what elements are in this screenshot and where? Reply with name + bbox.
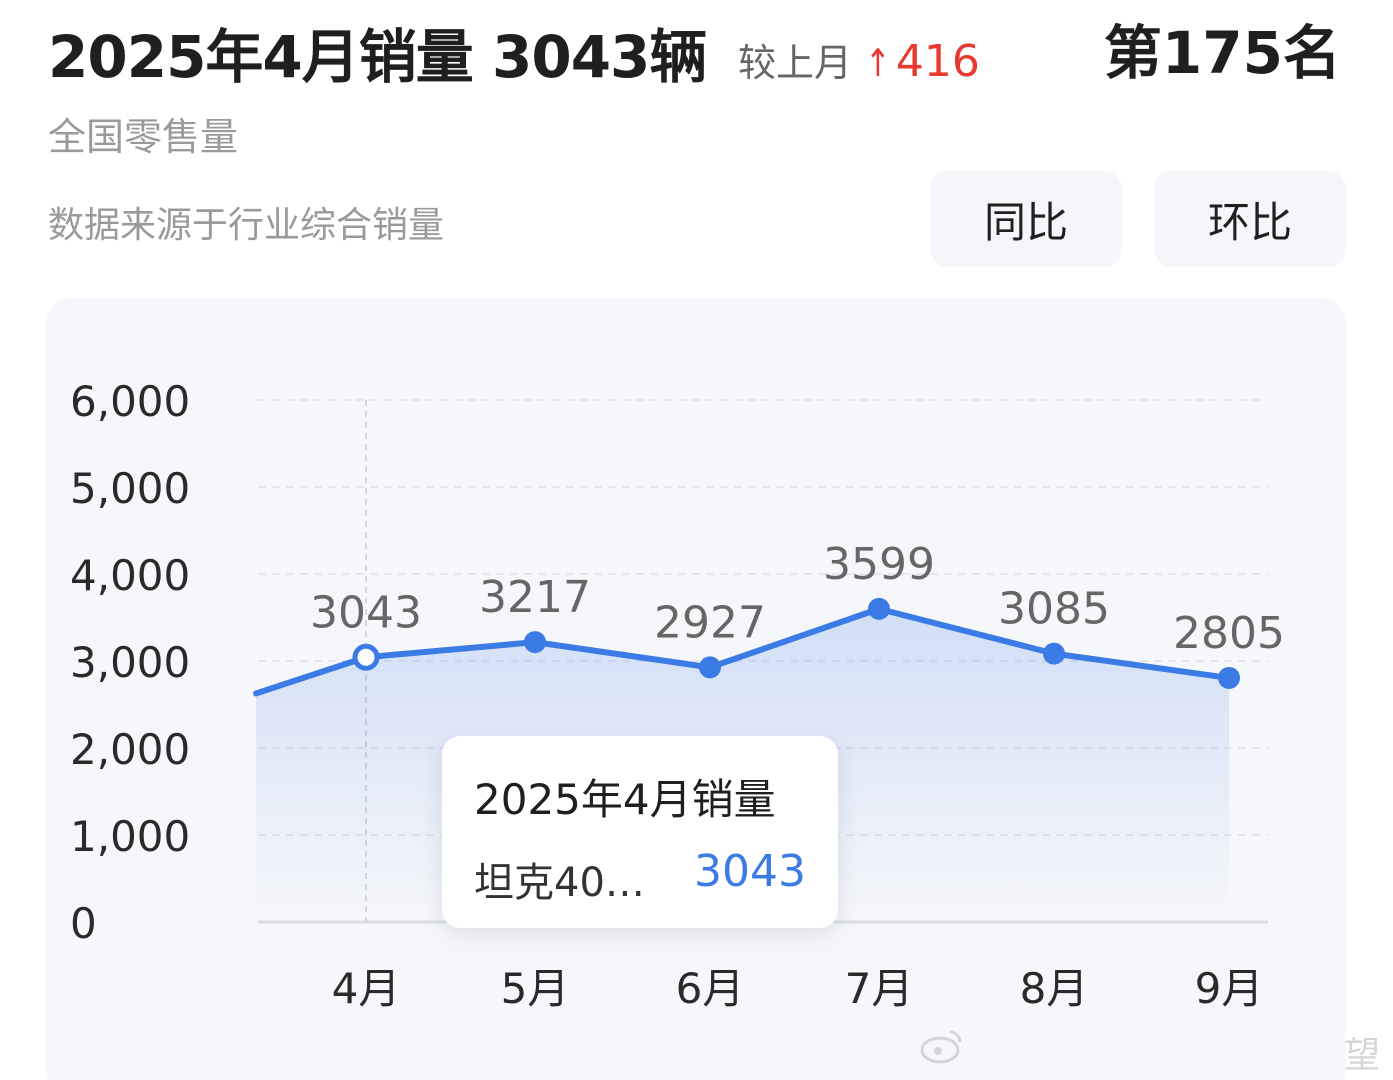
y-tick-label: 0 xyxy=(70,899,97,948)
data-point[interactable] xyxy=(1043,642,1065,665)
data-point[interactable] xyxy=(699,656,721,679)
data-label: 2805 xyxy=(1173,608,1285,659)
compare-delta: 416 xyxy=(895,36,980,87)
y-tick-label: 5,000 xyxy=(70,464,190,513)
watermark-text: 望 xyxy=(1343,1035,1380,1076)
x-tick-label: 6月 xyxy=(676,964,745,1013)
month-over-month-button[interactable]: 环比 xyxy=(1154,171,1346,267)
data-point-selected[interactable] xyxy=(352,643,380,671)
rank-label: 第175名 xyxy=(1103,19,1341,87)
data-label: 3599 xyxy=(823,539,935,590)
y-tick-label: 6,000 xyxy=(70,377,190,426)
x-tick-label: 7月 xyxy=(845,964,914,1013)
data-label: 3085 xyxy=(998,584,1110,635)
x-tick-label: 4月 xyxy=(332,964,401,1013)
data-point[interactable] xyxy=(868,597,890,620)
data-label: 3043 xyxy=(310,587,422,638)
data-point[interactable] xyxy=(1218,666,1240,689)
month-compare: 较上月 ↑ 416 xyxy=(738,32,980,87)
sales-subtitle: 全国零售量 xyxy=(48,115,239,159)
data-label: 2927 xyxy=(654,597,766,648)
y-tick-label: 2,000 xyxy=(70,725,190,774)
sales-title: 2025年4月销量 3043辆 xyxy=(48,23,707,91)
data-source-note: 数据来源于行业综合销量 xyxy=(48,205,445,246)
compare-label: 较上月 xyxy=(738,41,853,85)
weibo-icon xyxy=(920,1030,962,1064)
x-tick-label: 8月 xyxy=(1020,964,1089,1013)
tooltip-value: 3043 xyxy=(694,846,806,897)
data-point[interactable] xyxy=(524,631,546,654)
x-tick-label: 5月 xyxy=(501,964,570,1013)
tooltip-series-name: 坦克40… xyxy=(474,860,645,906)
data-label: 3217 xyxy=(479,572,591,623)
y-tick-label: 4,000 xyxy=(70,551,190,600)
y-tick-label: 1,000 xyxy=(70,812,190,861)
x-tick-label: 9月 xyxy=(1195,964,1264,1013)
chart-tooltip: 2025年4月销量 坦克40… 3043 xyxy=(442,736,838,928)
watermark: 望 xyxy=(920,1022,1380,1076)
y-tick-label: 3,000 xyxy=(70,638,190,687)
year-over-year-button[interactable]: 同比 xyxy=(930,171,1122,267)
tooltip-title: 2025年4月销量 xyxy=(474,775,776,824)
arrow-up-icon: ↑ xyxy=(865,41,891,85)
